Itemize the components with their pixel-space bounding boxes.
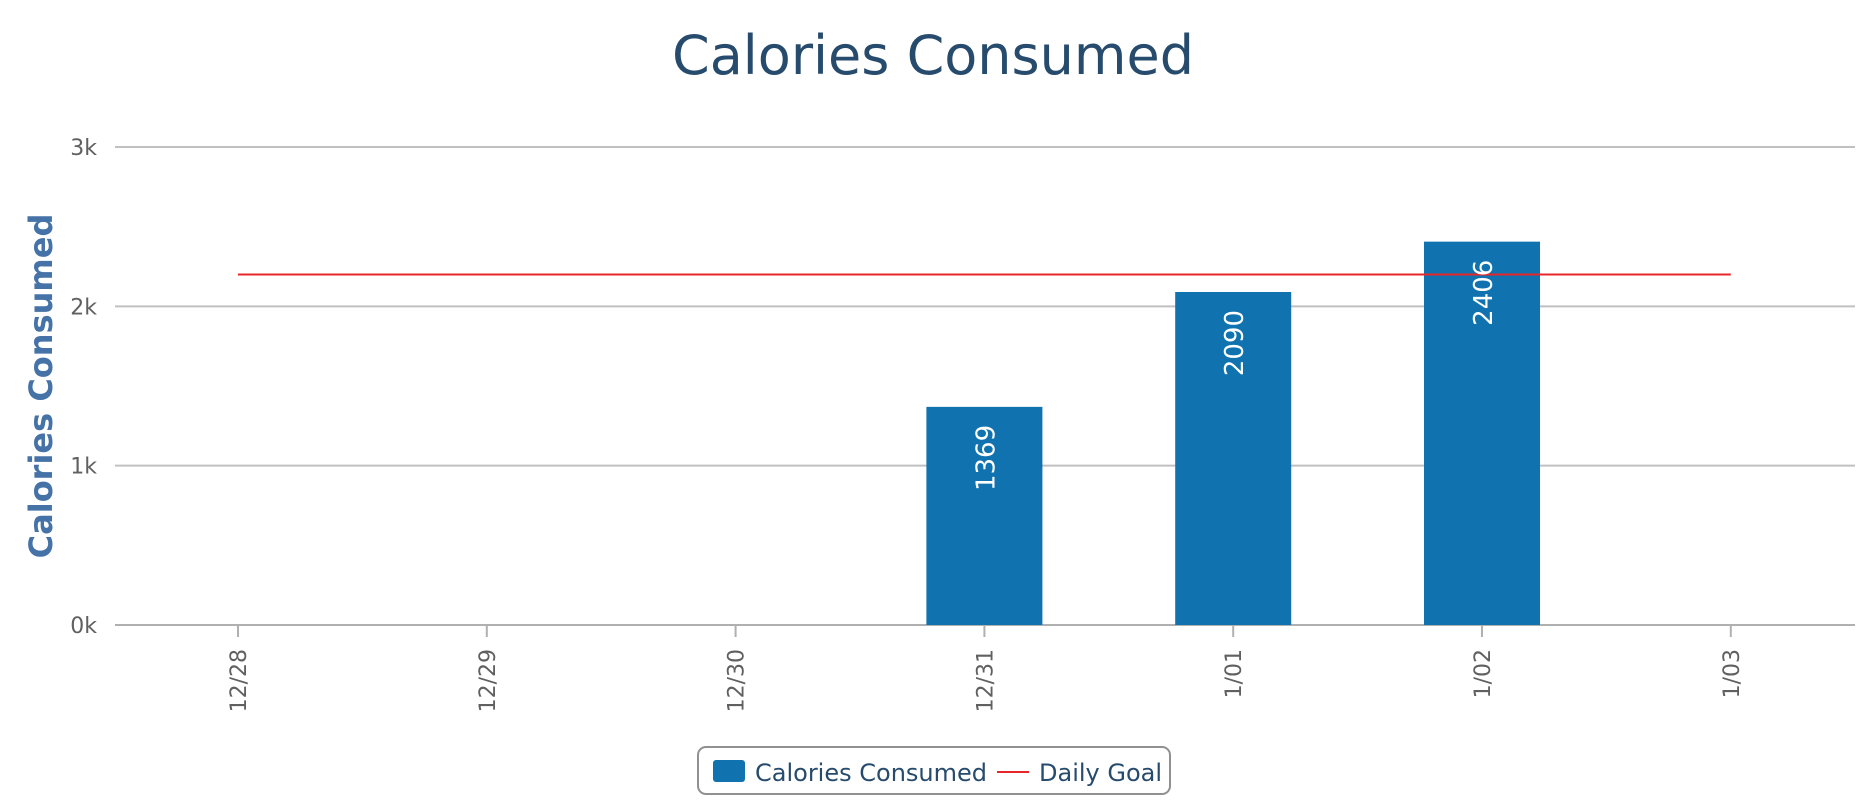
x-tick-label: 12/28 <box>227 649 252 712</box>
bar-series <box>926 241 1540 626</box>
legend: Calories Consumed Daily Goal <box>697 746 1171 795</box>
y-tick-label: 2k <box>70 295 97 320</box>
bar-data-label: 2090 <box>1220 310 1250 376</box>
x-tick-label: 1/02 <box>1471 649 1496 698</box>
legend-box <box>697 746 1171 795</box>
y-axis-ticks: 0k 1k 2k 3k <box>70 136 97 639</box>
chart-title: Calories Consumed <box>672 24 1194 87</box>
x-tick-label: 12/29 <box>476 649 501 712</box>
data-labels: 1369 2090 2406 <box>971 260 1499 491</box>
y-axis-title: Calories Consumed <box>22 214 60 559</box>
legend-item-calories-consumed[interactable]: Calories Consumed <box>713 759 987 787</box>
legend-label-daily-goal: Daily Goal <box>1039 759 1162 787</box>
bar <box>926 406 1043 625</box>
legend-item-daily-goal[interactable]: Daily Goal <box>997 759 1162 787</box>
legend-swatch-bar <box>713 760 745 782</box>
bar <box>1175 291 1292 625</box>
y-tick-label: 0k <box>70 614 97 639</box>
y-tick-label: 1k <box>70 455 97 480</box>
legend-label-calories-consumed: Calories Consumed <box>755 759 987 787</box>
x-tick-label: 12/31 <box>973 649 998 712</box>
x-tick-label: 1/03 <box>1720 649 1745 698</box>
bar-data-label: 2406 <box>1469 260 1499 326</box>
bar-data-label: 1369 <box>971 425 1001 491</box>
x-tick-label: 1/01 <box>1222 649 1247 698</box>
bar <box>1424 241 1540 626</box>
x-axis-ticks: 12/28 12/29 12/30 12/31 1/01 1/02 1/03 <box>227 625 1745 712</box>
x-tick-label: 12/30 <box>725 649 750 712</box>
y-tick-label: 3k <box>70 136 97 161</box>
